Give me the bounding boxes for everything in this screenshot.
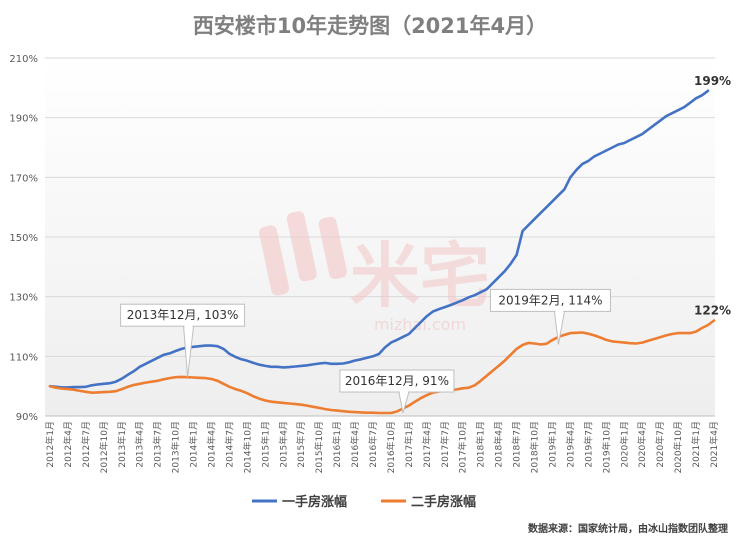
watermark: 米宅 mizhai.com	[259, 211, 490, 334]
annotation-box	[120, 303, 246, 327]
x-tick-label: 2018年10月	[529, 421, 541, 473]
x-tick-label: 2012年1月	[44, 421, 56, 468]
x-tick-label: 2017年4月	[421, 421, 433, 468]
x-tick-label: 2016年7月	[367, 421, 379, 468]
annotation-joint	[555, 309, 564, 313]
x-tick-label: 2021年4月	[708, 421, 720, 468]
series-line-resale-home	[48, 319, 716, 415]
y-tick-label: 110%	[9, 352, 38, 363]
y-tick-label: 190%	[9, 114, 38, 125]
x-tick-label: 2017年7月	[439, 421, 451, 468]
x-tick-label: 2017年1月	[403, 421, 415, 468]
x-tick-label: 2020年7月	[654, 421, 666, 468]
x-tick-label: 2012年7月	[80, 421, 92, 468]
x-tick-label: 2017年10月	[457, 421, 469, 473]
y-tick-label: 90%	[16, 412, 38, 423]
annotation-box	[489, 288, 611, 312]
x-tick-label: 2013年1月	[116, 421, 128, 468]
x-tick-label: 2018年1月	[475, 421, 487, 468]
x-tick-label: 2012年4月	[62, 421, 74, 468]
annotation-box	[339, 369, 455, 393]
annotation-callout: 2016年12月, 91%	[339, 369, 455, 414]
x-tick-label: 2016年4月	[349, 421, 361, 468]
x-tick-label: 2014年1月	[188, 421, 200, 468]
annotation-callout: 2019年2月, 114%	[489, 288, 611, 345]
x-tick-label: 2013年7月	[152, 421, 164, 468]
annotation-callout: 2013年12月, 103%	[120, 303, 246, 378]
x-tick-label: 2019年7月	[582, 421, 594, 468]
watermark-logo	[259, 211, 347, 296]
y-tick-label: 170%	[9, 173, 38, 184]
legend-label-new-home: 一手房涨幅	[282, 494, 347, 510]
end-label: 122%	[694, 304, 731, 318]
legend: 一手房涨幅 二手房涨幅	[252, 494, 476, 510]
chart-title: 西安楼市10年走势图（2021年4月）	[193, 14, 547, 38]
x-tick-label: 2019年4月	[564, 421, 576, 468]
watermark-text: 米宅	[350, 235, 490, 317]
annotations: 2013年12月, 103% 2016年12月, 91% 2019年2月, 114%	[120, 288, 611, 414]
annotation-joint	[184, 324, 193, 328]
x-tick-label: 2012年10月	[98, 421, 110, 473]
x-tick-label: 2015年10月	[313, 421, 325, 473]
annotation-joint	[399, 390, 408, 394]
x-tick-label: 2015年4月	[277, 421, 289, 468]
x-tick-label: 2019年1月	[546, 421, 558, 468]
x-tick-label: 2014年10月	[241, 421, 253, 473]
x-tick-label: 2014年7月	[223, 421, 235, 468]
end-labels: 199% 122%	[694, 74, 731, 318]
legend-label-resale-home: 二手房涨幅	[411, 494, 476, 510]
y-tick-label: 130%	[9, 293, 38, 304]
x-tick-label: 2014年4月	[206, 421, 218, 468]
y-axis: 90% 110% 130% 150% 170% 190% 210%	[9, 54, 38, 423]
x-tick-label: 2019年10月	[600, 421, 612, 473]
series-line-new-home	[48, 89, 710, 389]
x-tick-label: 2018年4月	[493, 421, 505, 468]
series	[48, 89, 716, 415]
x-tick-label: 2015年1月	[259, 421, 271, 468]
x-tick-label: 2013年10月	[170, 421, 182, 473]
y-tick-label: 150%	[9, 233, 38, 244]
y-tick-label: 210%	[9, 54, 38, 65]
annotation-label: 2019年2月, 114%	[498, 293, 602, 307]
x-axis: 2012年1月 2012年4月 2012年7月 2012年10月 2013年1月 2013…	[44, 421, 720, 473]
x-tick-label: 2020年1月	[618, 421, 630, 468]
x-tick-label: 2018年7月	[511, 421, 523, 468]
annotation-label: 2013年12月, 103%	[127, 308, 239, 322]
x-tick-label: 2015年7月	[295, 421, 307, 468]
x-tick-label: 2021年1月	[690, 421, 702, 468]
data-source: 数据来源：国家统计局，由冰山指数团队整理	[528, 522, 728, 535]
x-tick-label: 2016年1月	[331, 421, 343, 468]
x-tick-label: 2020年4月	[636, 421, 648, 468]
gridlines	[45, 57, 715, 357]
x-tick-label: 2016年10月	[385, 421, 397, 473]
x-tick-label: 2020年10月	[672, 421, 684, 473]
x-tick-label: 2013年4月	[134, 421, 146, 468]
annotation-label: 2016年12月, 91%	[345, 374, 449, 388]
end-label: 199%	[694, 74, 731, 88]
